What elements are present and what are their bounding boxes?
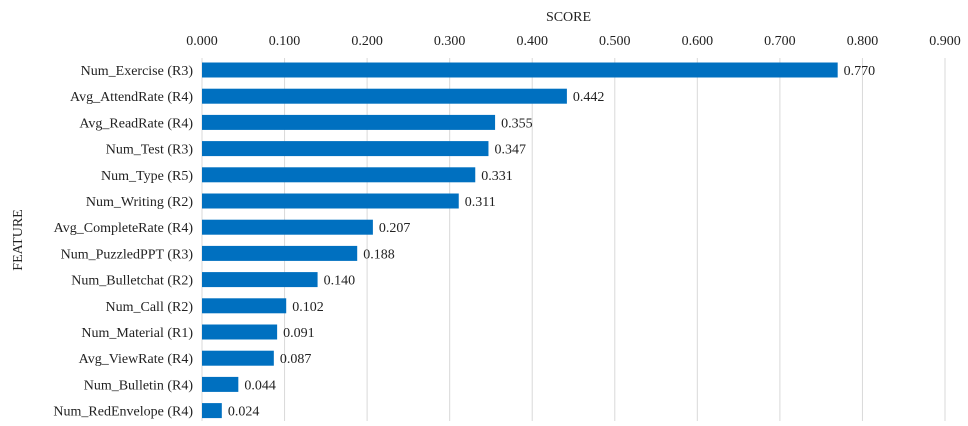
bar <box>202 403 222 419</box>
x-tick-label: 0.800 <box>847 34 879 49</box>
category-label: Avg_CompleteRate (R4) <box>54 221 194 236</box>
y-axis-title: FEATURE <box>11 209 26 270</box>
bar <box>202 193 459 209</box>
data-label: 0.091 <box>283 326 315 341</box>
bar <box>202 219 373 235</box>
category-label: Avg_AttendRate (R4) <box>70 90 193 105</box>
x-axis-ticks: 0.000 0.100 0.200 0.300 0.400 0.500 0.600 0.700… <box>186 34 961 49</box>
bars <box>202 62 838 419</box>
category-label: Num_Bulletin (R4) <box>84 378 194 393</box>
bar <box>202 62 838 78</box>
bar <box>202 350 274 366</box>
x-tick-label: 0.200 <box>351 34 383 49</box>
data-label: 0.044 <box>244 378 276 393</box>
x-tick-label: 0.700 <box>764 34 796 49</box>
category-label: Num_Type (R5) <box>101 169 193 184</box>
category-label: Num_Bulletchat (R2) <box>71 274 193 289</box>
category-label: Avg_ReadRate (R4) <box>79 116 193 131</box>
x-tick-label: 0.500 <box>599 34 631 49</box>
bar <box>202 272 318 288</box>
gridlines <box>201 58 946 423</box>
bar <box>202 376 239 392</box>
x-tick-label: 0.300 <box>434 34 466 49</box>
category-label: Num_Writing (R2) <box>86 195 193 210</box>
data-label: 0.024 <box>228 405 260 420</box>
bar <box>202 114 496 130</box>
data-label: 0.087 <box>280 352 312 367</box>
data-label: 0.770 <box>844 64 876 79</box>
bar <box>202 298 287 314</box>
bar <box>202 88 567 104</box>
category-label: Num_Exercise (R3) <box>81 64 194 79</box>
data-labels: 0.770 0.442 0.355 0.347 0.331 0.311 0.207 0.188… <box>228 64 875 420</box>
category-label: Num_PuzzledPPT (R3) <box>61 247 194 262</box>
data-label: 0.102 <box>292 300 324 315</box>
category-label: Num_RedEnvelope (R4) <box>53 405 193 420</box>
category-label: Avg_ViewRate (R4) <box>79 352 194 367</box>
x-tick-label: 0.000 <box>186 34 218 49</box>
data-label: 0.355 <box>501 116 533 131</box>
x-tick-label: 0.400 <box>516 34 548 49</box>
x-tick-label: 0.100 <box>269 34 301 49</box>
data-label: 0.311 <box>465 195 496 210</box>
category-label: Num_Call (R2) <box>106 300 194 315</box>
data-label: 0.207 <box>379 221 411 236</box>
x-tick-label: 0.600 <box>682 34 714 49</box>
data-label: 0.140 <box>324 274 356 289</box>
bar <box>202 245 358 261</box>
bar <box>202 141 489 157</box>
data-label: 0.347 <box>494 143 526 158</box>
category-labels: Num_Exercise (R3) Avg_AttendRate (R4) Avg_… <box>53 64 193 420</box>
category-label: Num_Material (R1) <box>81 326 193 341</box>
x-axis-title: SCORE <box>546 10 591 25</box>
bar <box>202 324 278 340</box>
data-label: 0.188 <box>363 247 395 262</box>
category-label: Num_Test (R3) <box>106 143 194 158</box>
x-tick-label: 0.900 <box>929 34 961 49</box>
bar <box>202 167 476 183</box>
data-label: 0.442 <box>573 90 605 105</box>
data-label: 0.331 <box>481 169 513 184</box>
